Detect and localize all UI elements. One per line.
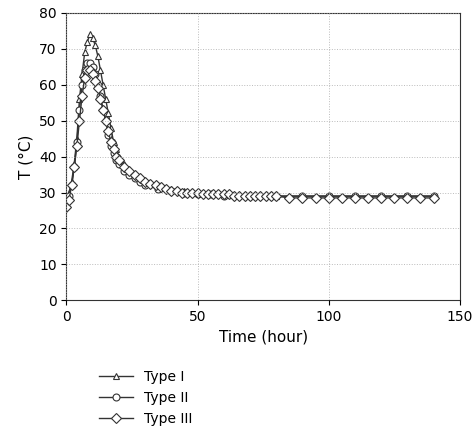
Type II	[108, 143, 114, 148]
Type II	[182, 190, 187, 195]
Type II	[431, 193, 437, 199]
Type I	[92, 42, 98, 48]
Type II	[378, 193, 384, 199]
Type II	[208, 192, 213, 197]
Type III	[431, 195, 437, 200]
Type I	[111, 140, 117, 145]
Type I	[247, 193, 253, 199]
Type II	[195, 192, 201, 197]
Type II	[273, 193, 279, 199]
Type I	[127, 168, 132, 173]
Type II	[127, 172, 132, 177]
Type I	[121, 161, 127, 166]
Type II	[66, 193, 72, 199]
Line: Type I: Type I	[63, 31, 437, 203]
Type III	[111, 147, 117, 152]
Type I	[113, 147, 119, 152]
Type I	[404, 193, 410, 199]
Type II	[72, 165, 77, 170]
Type I	[95, 54, 100, 59]
Type I	[142, 179, 148, 184]
Type II	[95, 82, 100, 88]
Type I	[378, 193, 384, 199]
Type II	[74, 140, 80, 145]
Type II	[221, 193, 227, 199]
Type II	[77, 107, 82, 112]
Type II	[132, 175, 137, 181]
Type I	[82, 50, 88, 55]
Type II	[404, 193, 410, 199]
Type II	[103, 118, 109, 123]
Type II	[87, 60, 93, 66]
Type I	[155, 183, 161, 188]
Type III	[64, 204, 69, 209]
Type III	[179, 190, 184, 195]
Type I	[300, 193, 305, 199]
Type I	[132, 172, 137, 177]
Type II	[69, 183, 74, 188]
Type II	[326, 193, 331, 199]
Type I	[182, 188, 187, 193]
Legend: Type I, Type II, Type III: Type I, Type II, Type III	[93, 365, 198, 429]
Type II	[247, 193, 253, 199]
Type I	[352, 193, 358, 199]
Type I	[221, 192, 227, 197]
Type II	[98, 93, 103, 98]
Type II	[90, 64, 95, 69]
Type I	[77, 97, 82, 102]
Type I	[103, 97, 109, 102]
Type III	[418, 195, 423, 200]
Type I	[84, 39, 90, 44]
Type II	[137, 179, 143, 184]
Type I	[137, 175, 143, 181]
Type I	[87, 32, 93, 37]
Type I	[79, 71, 85, 76]
Type I	[326, 193, 331, 199]
Type II	[155, 186, 161, 191]
Type III	[84, 68, 90, 73]
Type II	[300, 193, 305, 199]
Type III	[116, 157, 122, 163]
Type II	[116, 161, 122, 166]
Type II	[92, 71, 98, 76]
Type II	[168, 188, 174, 193]
Type I	[72, 161, 77, 166]
Type II	[352, 193, 358, 199]
Type I	[208, 192, 213, 197]
Type I	[66, 190, 72, 195]
Type I	[98, 68, 103, 73]
Type II	[82, 68, 88, 73]
Type I	[100, 82, 106, 88]
Type II	[142, 183, 148, 188]
Y-axis label: T (°C): T (°C)	[18, 134, 34, 179]
Type I	[74, 136, 80, 141]
Type II	[64, 201, 69, 206]
Type II	[79, 82, 85, 88]
Type I	[431, 193, 437, 199]
Type II	[106, 133, 111, 138]
Type II	[121, 168, 127, 173]
Type II	[100, 107, 106, 112]
Type III	[242, 193, 247, 199]
Type I	[195, 190, 201, 195]
Type I	[108, 125, 114, 130]
Type I	[64, 197, 69, 202]
Type II	[84, 60, 90, 66]
Line: Type II: Type II	[63, 60, 437, 207]
Type I	[69, 179, 74, 184]
Type III	[168, 188, 174, 193]
Type I	[106, 111, 111, 116]
Type I	[90, 36, 95, 41]
Line: Type III: Type III	[63, 67, 437, 210]
Type I	[273, 193, 279, 199]
Type II	[113, 157, 119, 163]
Type II	[111, 151, 117, 156]
Type I	[168, 186, 174, 191]
Type I	[116, 154, 122, 159]
X-axis label: Time (hour): Time (hour)	[219, 329, 308, 344]
